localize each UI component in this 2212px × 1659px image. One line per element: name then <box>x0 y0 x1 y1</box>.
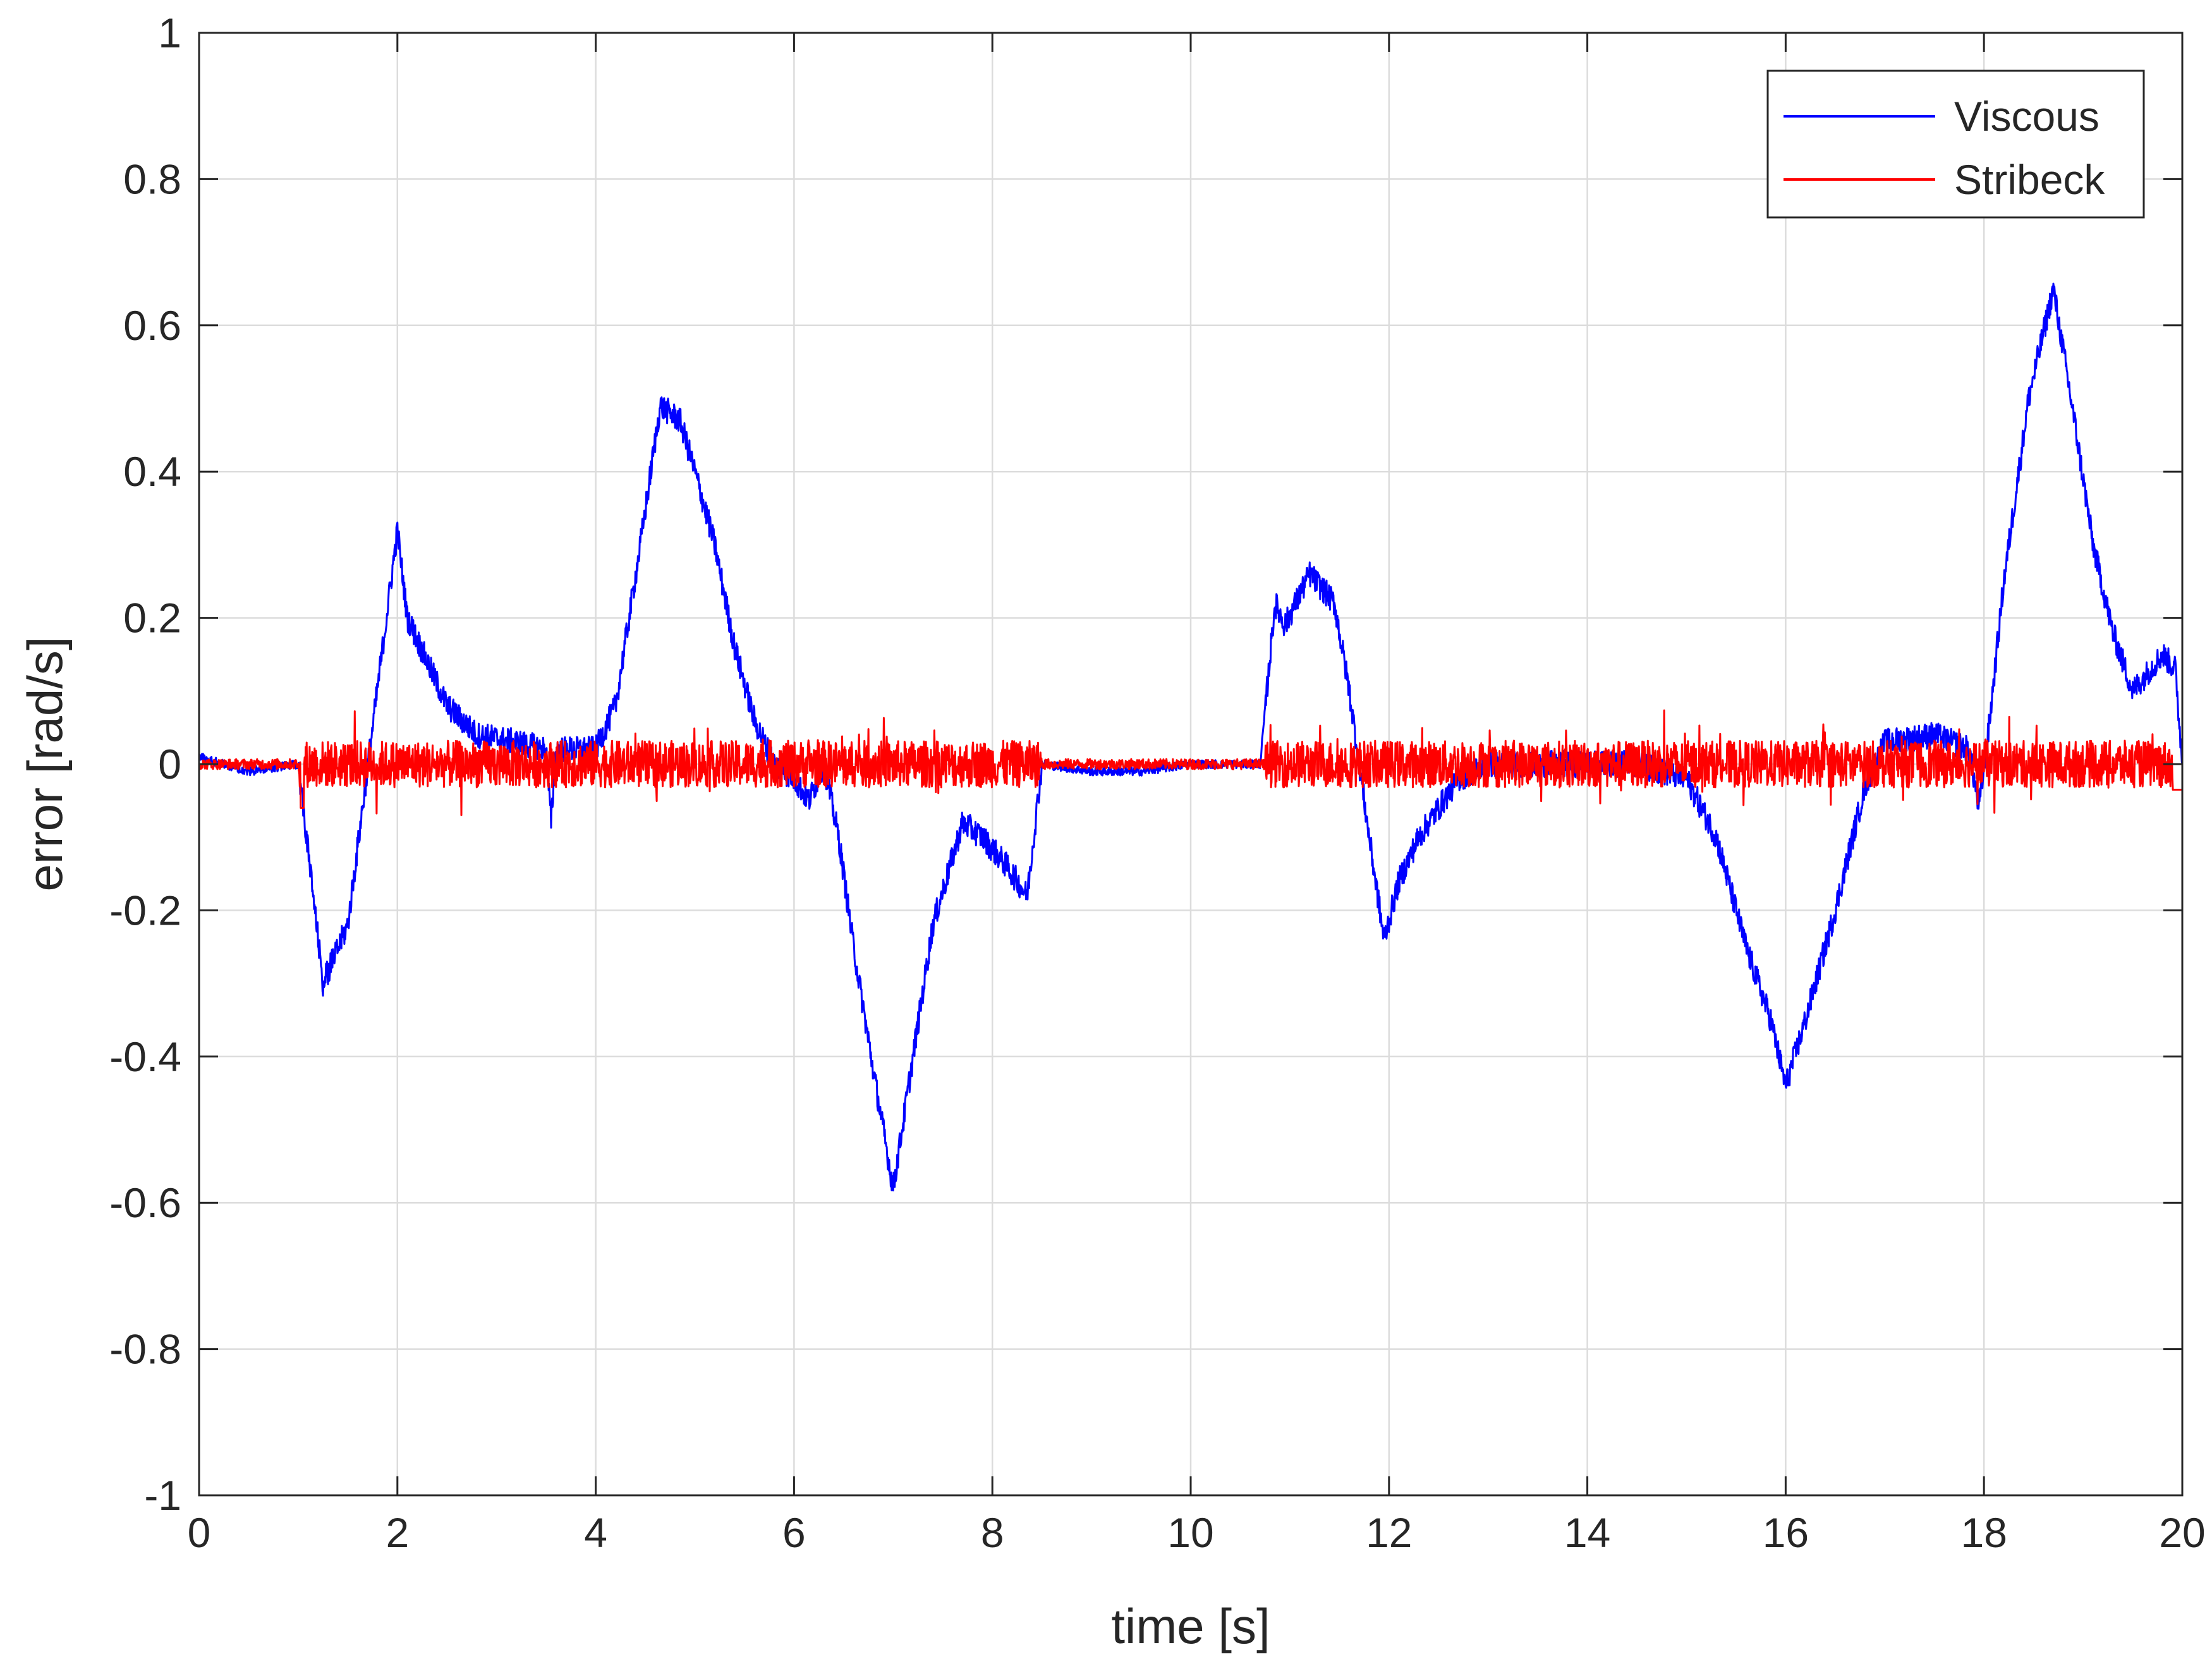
tick-labels: 0 2 4 6 8 10 12 14 16 18 20 -1 -0.8 -0.6 -0.4 -0.2 0 0.2 0… <box>109 9 2205 1556</box>
legend[interactable]: Viscous Stribeck <box>1766 70 2145 219</box>
y-tick-label: 0.8 <box>123 155 181 202</box>
x-tick-label: 10 <box>1167 1509 1213 1556</box>
x-tick-label: 0 <box>188 1509 211 1556</box>
ticks <box>198 32 2184 1497</box>
series-layer <box>198 283 2184 1192</box>
y-axis-label: error [rad/s] <box>17 636 73 891</box>
series-line-stribeck <box>198 709 2183 817</box>
x-axis-label: time [s] <box>1111 1598 1270 1654</box>
x-tick-label: 18 <box>1960 1509 2007 1556</box>
x-tick-label: 4 <box>584 1509 607 1556</box>
x-tick-label: 20 <box>2159 1509 2205 1556</box>
x-tick-label: 14 <box>1564 1509 1610 1556</box>
y-tick-label: 0.2 <box>123 595 181 641</box>
y-tick-label: 0.6 <box>123 302 181 349</box>
y-tick-label: -0.6 <box>109 1179 181 1226</box>
x-tick-label: 8 <box>981 1509 1004 1556</box>
legend-label-viscous: Viscous <box>1954 93 2100 140</box>
x-tick-label: 16 <box>1763 1509 1809 1556</box>
x-tick-label: 12 <box>1366 1509 1412 1556</box>
x-tick-label: 6 <box>782 1509 806 1556</box>
legend-label-stribeck: Stribeck <box>1954 156 2105 203</box>
y-tick-label: -1 <box>144 1472 181 1519</box>
y-tick-label: -0.8 <box>109 1326 181 1373</box>
y-tick-label: 0.4 <box>123 448 181 495</box>
y-tick-label: 0 <box>158 741 181 787</box>
y-tick-label: -0.2 <box>109 887 181 933</box>
x-tick-label: 2 <box>386 1509 409 1556</box>
legend-box <box>1766 70 2145 219</box>
y-tick-label: 1 <box>158 9 181 56</box>
y-tick-label: -0.4 <box>109 1033 181 1080</box>
